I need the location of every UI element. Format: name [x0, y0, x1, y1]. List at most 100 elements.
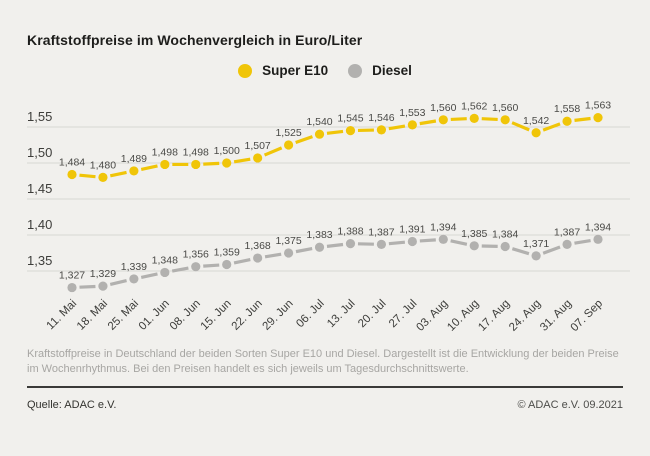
diesel-data-point: [593, 234, 603, 244]
diesel-data-point: [191, 262, 201, 272]
x-tick-label: 20. Jul: [356, 298, 388, 330]
y-tick-label: 1,40: [27, 217, 52, 232]
diesel-value-label: 1,383: [306, 229, 332, 241]
diesel-data-point: [345, 239, 356, 249]
super-e10-value-label: 1,525: [275, 127, 301, 139]
super-e10-data-point: [407, 120, 417, 130]
super-e10-line-segment: [419, 119, 437, 126]
super-e10-line-segment: [109, 170, 127, 178]
diesel-data-point: [222, 259, 232, 270]
super-e10-line-segment: [263, 146, 283, 157]
diesel-line-segment: [295, 247, 313, 254]
super-e10-data-point: [314, 129, 325, 139]
x-tick-label: 29. Jun: [261, 298, 296, 333]
super-e10-value-label: 1,507: [245, 140, 271, 152]
diesel-data-point: [314, 242, 325, 252]
super-e10-value-label: 1,540: [306, 116, 332, 128]
super-e10-data-point: [562, 116, 572, 126]
y-tick-label: 1,55: [27, 109, 52, 124]
super-e10-value-label: 1,484: [59, 157, 85, 169]
super-e10-data-point: [129, 166, 139, 176]
super-e10-value-label: 1,545: [337, 113, 363, 125]
diesel-value-label: 1,394: [430, 221, 456, 233]
chart-title: Kraftstoffpreise im Wochenvergleich in E…: [27, 32, 363, 48]
diesel-line-segment: [326, 242, 344, 248]
footer-divider: [27, 386, 623, 388]
diesel-line-segment: [203, 263, 220, 268]
diesel-value-label: 1,384: [492, 229, 518, 241]
diesel-data-point: [376, 239, 387, 249]
y-tick-label: 1,35: [27, 253, 52, 268]
x-tick-label: 10. Aug: [445, 298, 481, 334]
legend-item-diesel: Diesel: [348, 63, 412, 78]
diesel-value-label: 1,329: [90, 268, 116, 280]
diesel-value-label: 1,391: [399, 223, 425, 235]
y-tick-label: 1,50: [27, 145, 52, 160]
super-e10-value-label: 1,500: [214, 145, 240, 157]
diesel-data-point: [283, 248, 294, 258]
x-tick-label: 03. Aug: [414, 298, 450, 334]
diesel-data-point: [469, 241, 479, 251]
super-e10-data-point: [283, 140, 294, 150]
y-tick-label: 1,45: [27, 181, 52, 196]
diesel-line-segment: [450, 239, 468, 246]
diesel-value-label: 1,387: [554, 226, 580, 238]
super-e10-data-point: [345, 126, 356, 136]
diesel-value-label: 1,327: [59, 270, 85, 282]
super-e10-line-segment: [233, 157, 251, 164]
x-tick-label: 07. Sep: [569, 298, 606, 335]
x-tick-label: 06. Jul: [294, 298, 326, 330]
super-e10-data-point: [98, 172, 108, 182]
diesel-data-point: [129, 274, 139, 284]
footer: Quelle: ADAC e.V. © ADAC e.V. 09.2021: [27, 399, 623, 411]
diesel-data-point: [562, 239, 572, 249]
super-e10-line-segment: [203, 161, 220, 166]
x-tick-label: 31. Aug: [538, 298, 574, 334]
diesel-value-label: 1,375: [275, 235, 301, 247]
x-tick-label: 17. Aug: [476, 298, 512, 334]
diesel-data-point: [500, 241, 510, 252]
x-tick-label: 24. Aug: [507, 298, 543, 334]
legend-item-super-e10: Super E10: [238, 63, 328, 78]
legend-label-diesel: Diesel: [372, 63, 412, 78]
super-e10-data-point: [222, 158, 232, 168]
super-e10-line-segment: [326, 129, 344, 135]
diesel-value-label: 1,394: [585, 221, 611, 233]
copyright-text: © ADAC e.V. 09.2021: [517, 399, 623, 411]
x-tick-label: 01. Jun: [137, 298, 172, 333]
x-tick-label: 11. Mai: [45, 298, 80, 333]
x-tick-label: 22. Jun: [230, 298, 265, 333]
super-e10-value-label: 1,562: [461, 100, 487, 112]
super-e10-data-point: [191, 159, 201, 170]
diesel-value-label: 1,356: [183, 249, 209, 261]
x-tick-label: 18. Mai: [75, 298, 110, 333]
chart-legend: Super E10 Diesel: [0, 63, 650, 78]
diesel-value-label: 1,348: [152, 254, 178, 266]
diesel-line-segment: [233, 258, 251, 265]
diesel-line-segment: [511, 247, 530, 256]
diesel-line-segment: [79, 284, 96, 289]
super-e10-value-label: 1,498: [183, 146, 209, 158]
diesel-data-point: [407, 236, 417, 247]
super-e10-line-segment: [450, 117, 467, 122]
diesel-value-label: 1,388: [337, 226, 363, 238]
diesel-value-label: 1,385: [461, 228, 487, 240]
x-tick-label: 25. Mai: [106, 298, 141, 333]
diesel-value-label: 1,368: [245, 240, 271, 252]
super-e10-data-point: [253, 153, 263, 163]
super-e10-data-point: [160, 159, 170, 170]
super-e10-dot-icon: [238, 63, 253, 78]
diesel-value-label: 1,359: [214, 247, 240, 259]
chart-footnote: Kraftstoffpreise in Deutschland der beid…: [27, 348, 619, 375]
super-e10-value-label: 1,489: [121, 153, 147, 165]
super-e10-line-segment: [481, 117, 498, 122]
super-e10-line-segment: [542, 122, 561, 132]
super-e10-data-point: [67, 169, 77, 180]
diesel-line-segment: [574, 238, 591, 245]
super-e10-data-point: [500, 115, 510, 125]
diesel-data-point: [531, 251, 541, 261]
super-e10-data-point: [593, 113, 603, 123]
super-e10-value-label: 1,558: [554, 103, 580, 115]
super-e10-value-label: 1,542: [523, 115, 549, 127]
